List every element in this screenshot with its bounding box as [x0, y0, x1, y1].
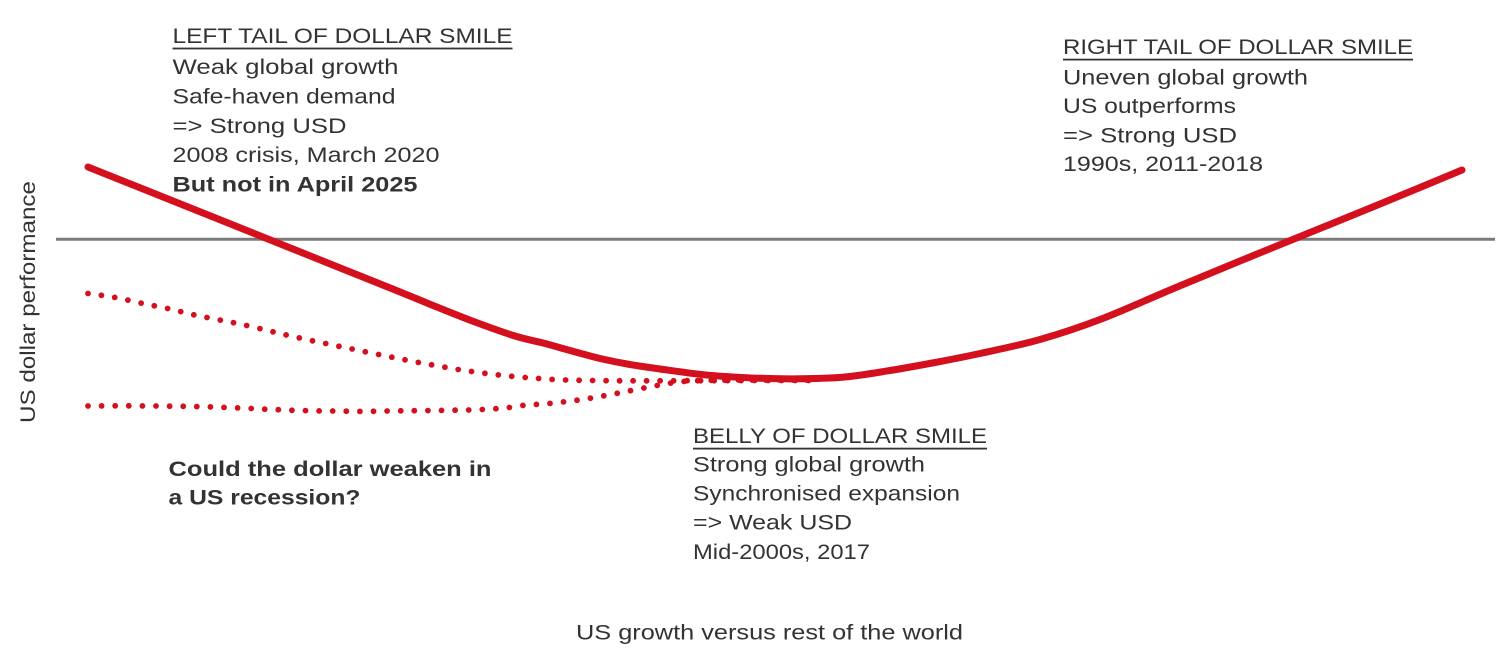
svg-text:US dollar performance: US dollar performance	[16, 181, 40, 423]
svg-text:Strong global growth: Strong global growth	[693, 453, 925, 477]
svg-text:US outperforms: US outperforms	[1063, 94, 1236, 118]
svg-text:Uneven global growth: Uneven global growth	[1063, 66, 1308, 90]
svg-text:Weak global growth: Weak global growth	[173, 55, 399, 79]
svg-text:BELLY OF DOLLAR SMILE: BELLY OF DOLLAR SMILE	[693, 424, 987, 448]
svg-text:Could the dollar weaken in: Could the dollar weaken in	[169, 457, 492, 481]
svg-text:Safe-haven demand: Safe-haven demand	[173, 85, 396, 109]
svg-text:=> Strong USD: => Strong USD	[1063, 124, 1237, 148]
svg-text:2008 crisis, March 2020: 2008 crisis, March 2020	[173, 143, 440, 167]
svg-text:1990s, 2011-2018: 1990s, 2011-2018	[1063, 152, 1263, 176]
svg-text:Mid-2000s, 2017: Mid-2000s, 2017	[693, 540, 870, 564]
svg-text:LEFT TAIL OF DOLLAR SMILE: LEFT TAIL OF DOLLAR SMILE	[173, 24, 513, 48]
svg-text:=> Weak USD: => Weak USD	[693, 511, 852, 535]
svg-text:RIGHT TAIL OF DOLLAR SMILE: RIGHT TAIL OF DOLLAR SMILE	[1063, 35, 1413, 59]
svg-text:a US recession?: a US recession?	[169, 486, 361, 510]
svg-text:Synchronised expansion: Synchronised expansion	[693, 481, 960, 505]
svg-text:=> Strong USD: => Strong USD	[173, 114, 347, 138]
svg-text:US growth versus rest of the w: US growth versus rest of the world	[576, 621, 963, 645]
svg-text:But not in April 2025: But not in April 2025	[173, 172, 418, 196]
